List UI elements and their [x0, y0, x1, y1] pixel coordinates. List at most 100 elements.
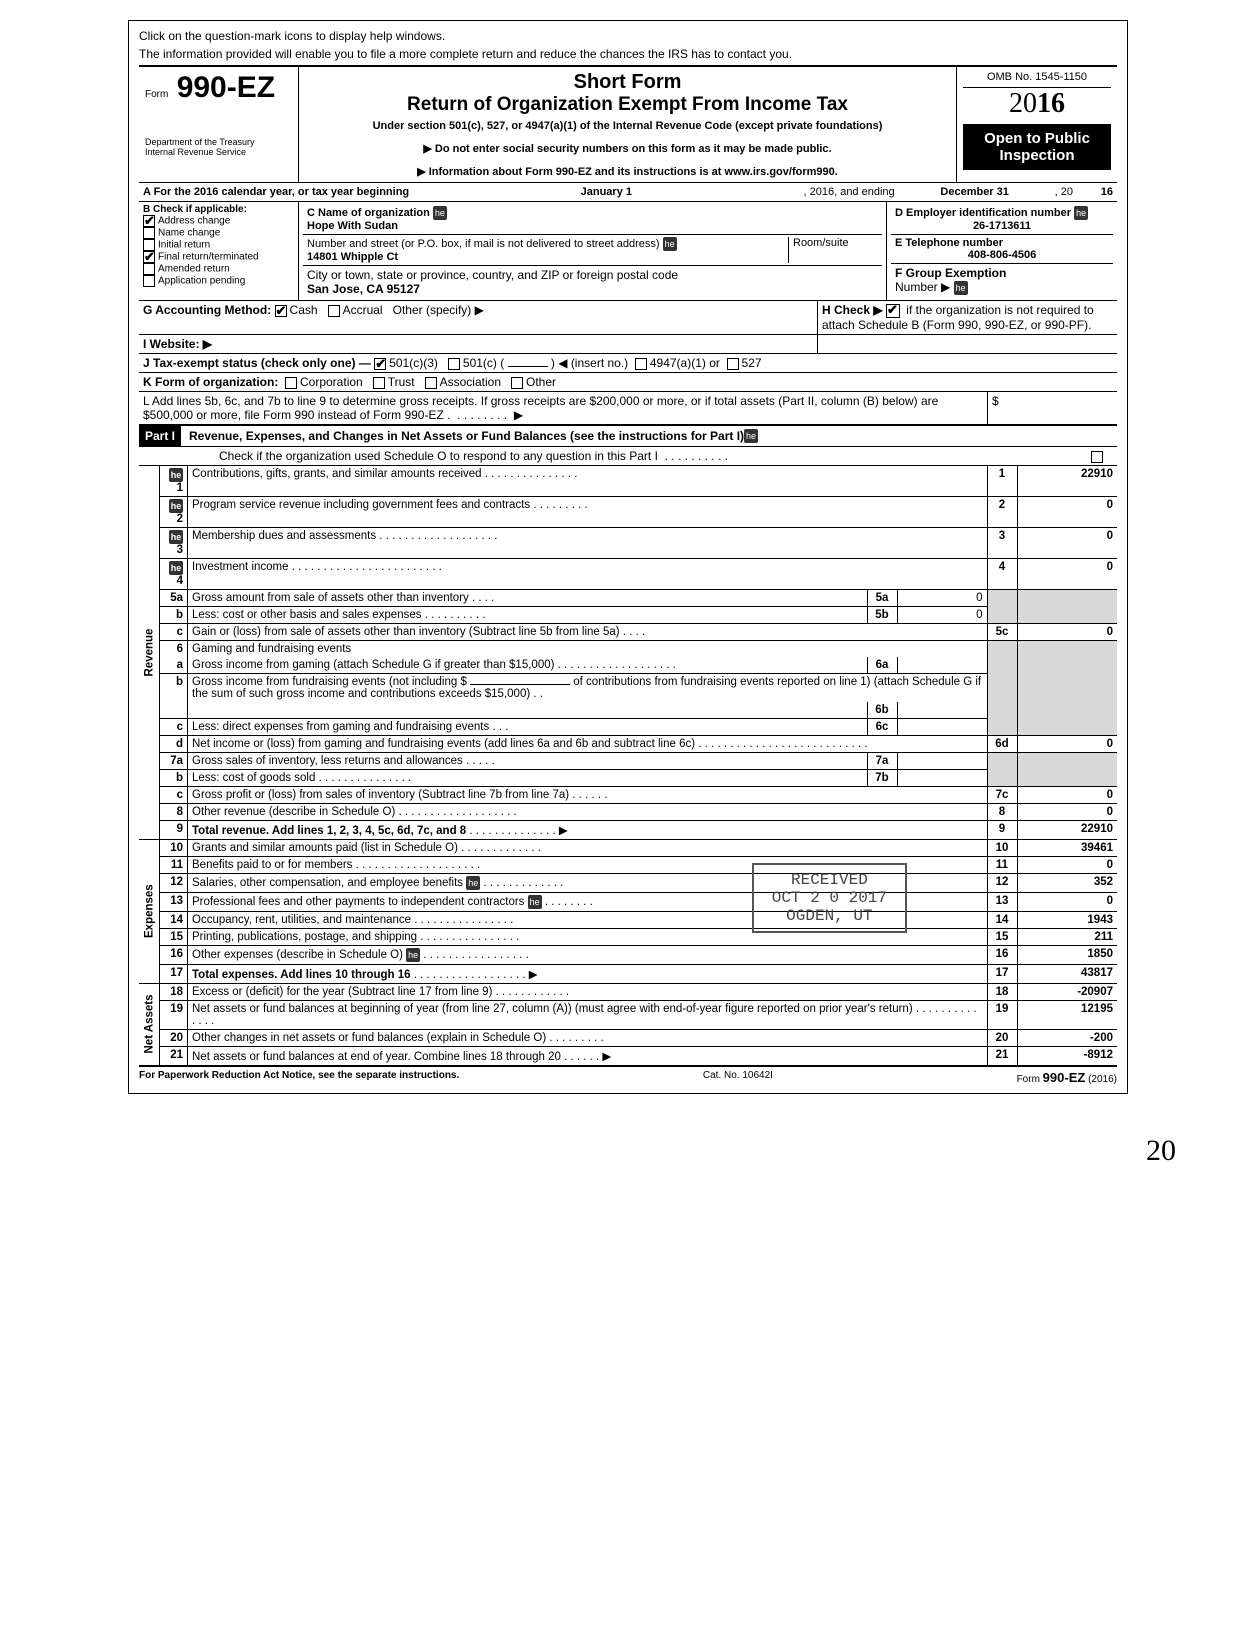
j-label: J Tax-exempt status (check only one) —: [143, 356, 371, 370]
l14-desc: Occupancy, rent, utilities, and maintena…: [192, 914, 411, 926]
dept-treasury: Department of the Treasury Internal Reve…: [145, 137, 292, 157]
line-a: A For the 2016 calendar year, or tax yea…: [139, 183, 1117, 202]
j-527-checkbox[interactable]: [727, 358, 739, 370]
line-a-mid: , 2016, and ending: [804, 186, 895, 198]
section-bcdef: B Check if applicable: Address changeNam…: [139, 202, 1117, 301]
part1-checkbox[interactable]: [1091, 451, 1103, 463]
h-checkbox[interactable]: [886, 304, 900, 318]
b-item: Final return/terminated: [143, 251, 294, 263]
b-label: Address change: [158, 216, 230, 227]
ein-value: 26-1713611: [895, 220, 1109, 232]
k-assoc-checkbox[interactable]: [425, 377, 437, 389]
i-label: I Website: ▶: [143, 337, 212, 351]
l7c-desc: Gross profit or (loss) from sales of inv…: [192, 789, 569, 801]
help-icon[interactable]: he: [406, 948, 420, 962]
b-label: Name change: [158, 228, 220, 239]
row-i: I Website: ▶: [139, 335, 1117, 354]
k-trust-checkbox[interactable]: [373, 377, 385, 389]
info-note: ▶ Information about Form 990-EZ and its …: [305, 165, 950, 178]
accrual-label: Accrual: [343, 303, 383, 317]
footer: For Paperwork Reduction Act Notice, see …: [139, 1065, 1117, 1085]
l18-num: 18: [160, 983, 188, 1000]
expenses-side-label: Expenses: [139, 839, 160, 983]
footer-mid: Cat. No. 10642I: [703, 1070, 773, 1085]
j-c: 501(c) (: [463, 356, 504, 370]
l18-val: -20907: [1017, 983, 1117, 1000]
j-c3-checkbox[interactable]: [374, 358, 386, 370]
l6d-num: d: [160, 735, 188, 752]
l11-val: 0: [1017, 856, 1117, 873]
part1-title: Revenue, Expenses, and Changes in Net As…: [181, 429, 744, 443]
l11-desc: Benefits paid to or for members: [192, 859, 352, 871]
l6a-desc: Gross income from gaming (attach Schedul…: [192, 659, 554, 671]
l5c-desc: Gain or (loss) from sale of assets other…: [192, 626, 620, 638]
l13-num: 13: [160, 892, 188, 911]
l6b-desc: Gross income from fundraising events (no…: [192, 676, 467, 688]
l16-rn: 16: [987, 945, 1017, 964]
b-checkbox[interactable]: [143, 251, 155, 263]
l6-num: 6: [160, 640, 188, 657]
l8-val: 0: [1017, 803, 1117, 820]
l6c-mb: 6c: [867, 718, 897, 735]
b-checkbox[interactable]: [143, 227, 155, 239]
b-checkbox[interactable]: [143, 263, 155, 275]
l12-val: 352: [1017, 873, 1117, 892]
phone-value: 408-806-4506: [895, 249, 1109, 261]
accrual-checkbox[interactable]: [328, 305, 340, 317]
k-corp: Corporation: [300, 375, 363, 389]
help-icon[interactable]: he: [466, 876, 480, 890]
tax-year: 2016: [963, 88, 1111, 120]
j-c-checkbox[interactable]: [448, 358, 460, 370]
l7c-val: 0: [1017, 786, 1117, 803]
year-suffix: 16: [1037, 88, 1065, 119]
form-header: Form 990-EZ Department of the Treasury I…: [139, 65, 1117, 183]
l9-rn: 9: [987, 820, 1017, 839]
l15-val: 211: [1017, 928, 1117, 945]
footer-right: Form 990-EZ (2016): [1017, 1070, 1117, 1085]
help-icon[interactable]: he: [169, 530, 183, 544]
l12-num: 12: [160, 873, 188, 892]
d-label: D Employer identification number: [895, 207, 1071, 219]
l1-desc: Contributions, gifts, grants, and simila…: [192, 468, 482, 480]
l6a-num: a: [160, 657, 188, 674]
j-a1-checkbox[interactable]: [635, 358, 647, 370]
help-icon[interactable]: he: [433, 206, 447, 220]
k-other-checkbox[interactable]: [511, 377, 523, 389]
help-icon[interactable]: he: [954, 281, 968, 295]
col-b: B Check if applicable: Address changeNam…: [139, 202, 299, 300]
l2-rn: 2: [987, 496, 1017, 527]
l7b-mb: 7b: [867, 769, 897, 786]
b-checkbox[interactable]: [143, 275, 155, 287]
l13-rn: 13: [987, 892, 1017, 911]
l15-num: 15: [160, 928, 188, 945]
help-icon[interactable]: he: [528, 895, 542, 909]
l20-desc: Other changes in net assets or fund bala…: [192, 1032, 546, 1044]
l17-desc: Total expenses. Add lines 10 through 16: [192, 969, 411, 981]
k-assoc: Association: [440, 375, 501, 389]
help-icon[interactable]: he: [744, 429, 758, 443]
l8-num: 8: [160, 803, 188, 820]
l11-num: 11: [160, 856, 188, 873]
l6d-desc: Net income or (loss) from gaming and fun…: [192, 738, 695, 750]
k-corp-checkbox[interactable]: [285, 377, 297, 389]
help-icon[interactable]: he: [169, 468, 183, 482]
l21-rn: 21: [987, 1046, 1017, 1065]
help-icon[interactable]: he: [663, 237, 677, 251]
help-icon[interactable]: he: [169, 561, 183, 575]
line-a-year-val: 16: [1073, 186, 1113, 198]
l5b-desc: Less: cost or other basis and sales expe…: [192, 609, 422, 621]
e-label: E Telephone number: [895, 237, 1003, 249]
k-label: K Form of organization:: [143, 375, 278, 389]
b-label: Initial return: [158, 240, 210, 251]
cash-checkbox[interactable]: [275, 305, 287, 317]
l14-val: 1943: [1017, 911, 1117, 928]
c-name-label: C Name of organization: [307, 207, 430, 219]
l10-val: 39461: [1017, 839, 1117, 856]
line-a-year-suffix: , 20: [1055, 186, 1073, 198]
help-icon[interactable]: he: [169, 499, 183, 513]
b-item: Application pending: [143, 275, 294, 287]
l10-rn: 10: [987, 839, 1017, 856]
l3-desc: Membership dues and assessments: [192, 530, 376, 542]
help-icon[interactable]: he: [1074, 206, 1088, 220]
b-checkbox[interactable]: [143, 215, 155, 227]
